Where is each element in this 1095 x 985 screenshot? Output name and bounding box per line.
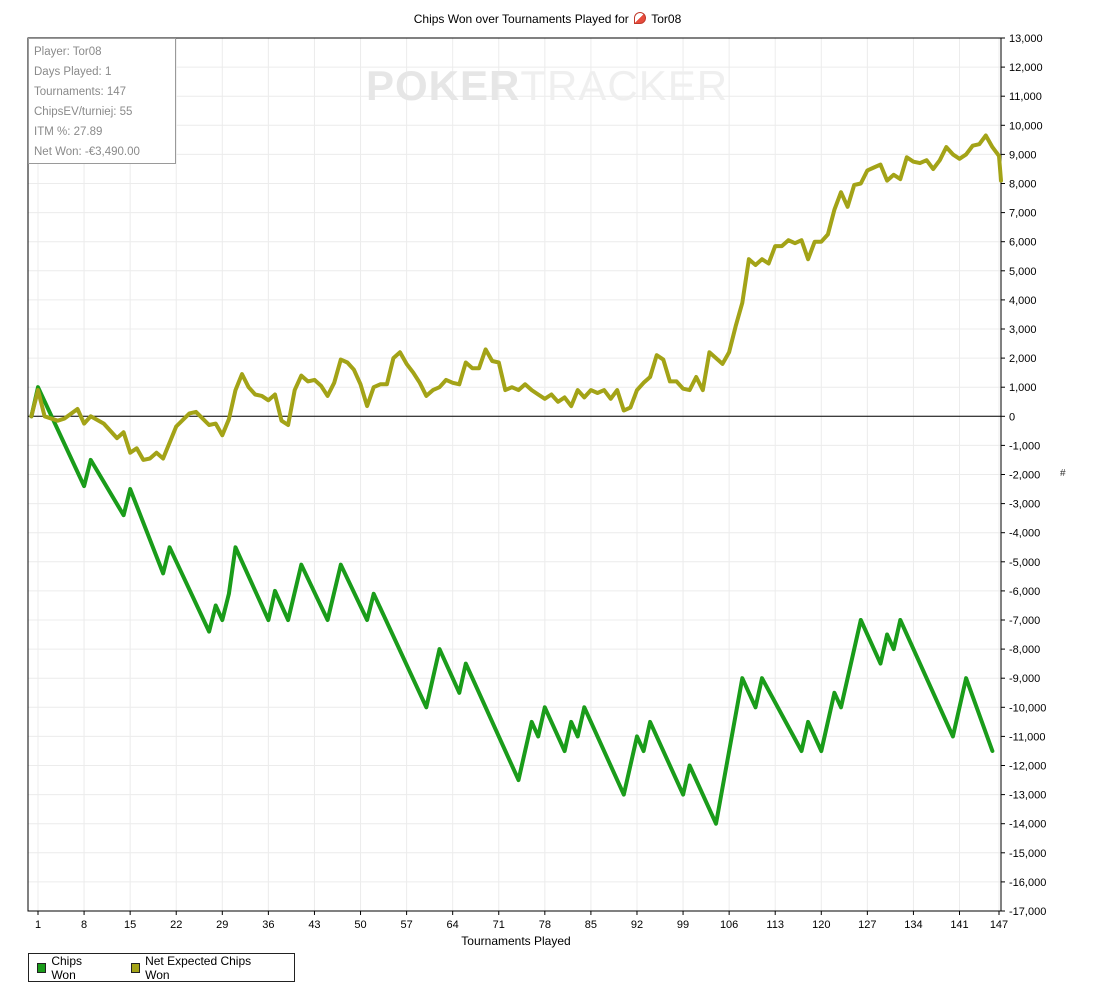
y-tick-label: 6,000 [1009, 237, 1037, 249]
y-tick-label: 5,000 [1009, 266, 1037, 278]
stat-net-won: Net Won: -€3,490.00 [34, 146, 140, 158]
x-tick-label: 22 [170, 919, 182, 931]
y-tick-label: -13,000 [1009, 790, 1046, 802]
y-tick-label: -5,000 [1009, 557, 1040, 569]
y-tick-label: -8,000 [1009, 644, 1040, 656]
x-axis-label: Tournaments Played [461, 934, 571, 948]
x-tick-label: 99 [677, 919, 689, 931]
watermark-right: TRACKER [520, 62, 729, 109]
chart-title-text: Chips Won over Tournaments Played for [413, 12, 629, 26]
x-tick-label: 127 [858, 919, 876, 931]
y-tick-label: -2,000 [1009, 470, 1040, 482]
x-tick-label: 71 [493, 919, 505, 931]
x-tick-label: 29 [216, 919, 228, 931]
stat-itm: ITM %: 27.89 [34, 126, 103, 138]
x-tick-label: 141 [950, 919, 968, 931]
y-tick-label: 13,000 [1009, 33, 1043, 45]
y-tick-label: -10,000 [1009, 702, 1046, 714]
x-tick-label: 120 [812, 919, 830, 931]
x-tick-label: 85 [585, 919, 597, 931]
y-tick-label: 2,000 [1009, 353, 1037, 365]
legend-item-net-expected[interactable]: Net Expected Chips Won [130, 953, 268, 982]
stat-tournaments: Tournaments: 147 [34, 86, 127, 98]
watermark-left: POKER [366, 62, 521, 109]
y-tick-label: 7,000 [1009, 208, 1037, 220]
x-tick-label: 64 [447, 919, 459, 931]
x-tick-label: 43 [308, 919, 320, 931]
series-line-net-expected [29, 133, 1003, 462]
x-tick-label: 113 [766, 919, 784, 931]
y-tick-label: -1,000 [1009, 440, 1040, 452]
legend-swatch-net-expected [130, 962, 141, 973]
legend-label-net-expected: Net Expected Chips Won [145, 953, 252, 982]
y-tick-label: -4,000 [1009, 528, 1040, 540]
stat-player: Player: Tor08 [34, 46, 102, 58]
y-tick-label: 12,000 [1009, 62, 1043, 74]
y-tick-label: -14,000 [1009, 819, 1046, 831]
y-tick-label: 11,000 [1009, 91, 1042, 103]
stat-days-played: Days Played: 1 [34, 66, 112, 78]
pokertracker-watermark: POKERTRACKER [366, 62, 728, 110]
y-tick-label: 3,000 [1009, 324, 1037, 336]
x-tick-label: 1 [35, 919, 41, 931]
x-tick-label: 8 [81, 919, 87, 931]
y-tick-label: -7,000 [1009, 615, 1040, 627]
x-tick-label: 36 [262, 919, 274, 931]
stat-chipsev: ChipsEV/turniej: 55 [34, 106, 133, 118]
y-tick-label: 1,000 [1009, 382, 1037, 394]
y-tick-label: 4,000 [1009, 295, 1037, 307]
y-tick-label: 10,000 [1009, 120, 1043, 132]
x-tick-label: 50 [354, 919, 366, 931]
legend-label-chips-won: Chips Won [51, 953, 82, 982]
y-tick-label: 9,000 [1009, 149, 1037, 161]
series-line-chips-won [29, 385, 995, 826]
x-tick-label: 134 [904, 919, 922, 931]
y-tick-label: -3,000 [1009, 499, 1040, 511]
y-tick-label: -6,000 [1009, 586, 1040, 598]
chart-legend: Chips Won Net Expected Chips Won [28, 953, 295, 982]
y-tick-label: 0 [1009, 411, 1015, 423]
chart-title: Chips Won over Tournaments Played for To… [0, 12, 1095, 26]
x-tick-label: 57 [400, 919, 412, 931]
y-tick-label: -16,000 [1009, 877, 1046, 889]
y-tick-label: -17,000 [1009, 906, 1046, 918]
y-tick-label: -11,000 [1009, 731, 1046, 743]
y-tick-label: -9,000 [1009, 673, 1040, 685]
x-tick-label: 106 [720, 919, 738, 931]
x-tick-label: 78 [539, 919, 551, 931]
y-axis-label: # [1060, 468, 1066, 479]
x-tick-label: 147 [990, 919, 1008, 931]
legend-swatch-chips-won [37, 962, 47, 973]
y-tick-label: 8,000 [1009, 179, 1037, 191]
chart-title-player: Tor08 [651, 12, 682, 26]
y-tick-label: -12,000 [1009, 761, 1046, 773]
flag-icon [634, 12, 647, 24]
player-stats-box: Player: Tor08 Days Played: 1 Tournaments… [28, 38, 176, 164]
x-tick-label: 15 [124, 919, 136, 931]
x-tick-label: 92 [631, 919, 643, 931]
y-tick-label: -15,000 [1009, 848, 1046, 860]
legend-item-chips-won[interactable]: Chips Won [37, 954, 105, 982]
